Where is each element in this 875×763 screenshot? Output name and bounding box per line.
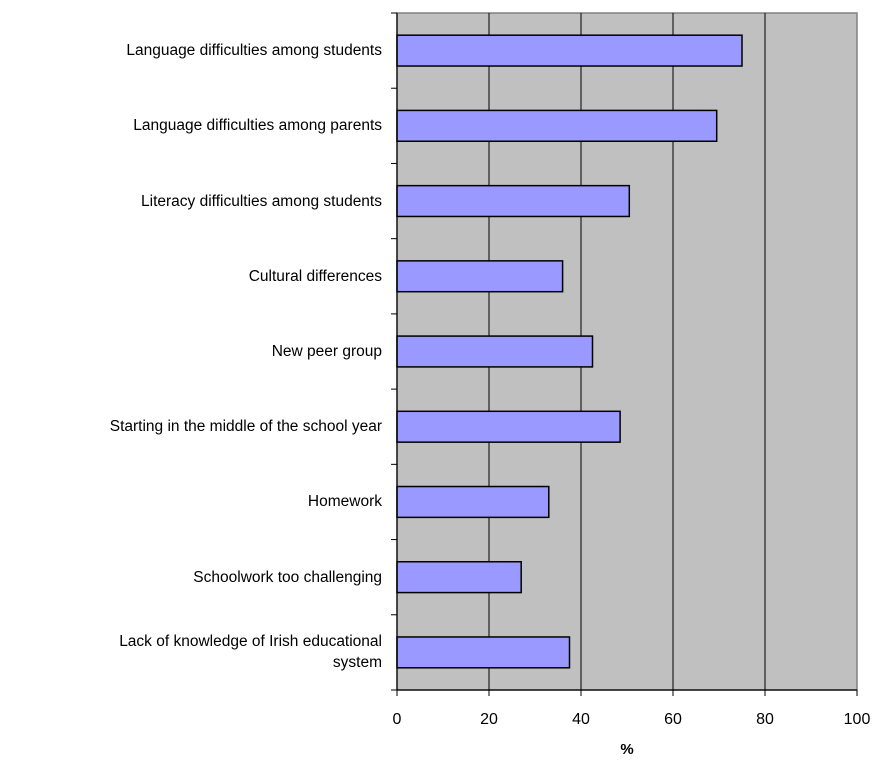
bar-2: [396, 184, 631, 218]
bar-5: [396, 410, 621, 443]
category-label: Language difficulties among students: [126, 42, 382, 60]
category-label: Literacy difficulties among students: [141, 192, 382, 210]
x-tick-label: 100: [844, 711, 871, 728]
x-axis-label: %: [620, 741, 633, 758]
x-tick-labels: 0 20 40 60 80 100: [393, 711, 871, 728]
axes: [391, 12, 858, 696]
category-label: Schoolwork too challenging: [193, 568, 382, 586]
bar-7: [396, 560, 522, 594]
bar-3: [396, 260, 564, 293]
category-label: Starting in the middle of the school yea…: [109, 418, 382, 436]
category-label: Cultural differences: [248, 267, 382, 285]
bar-1: [396, 109, 718, 143]
category-label: New peer group: [271, 343, 382, 360]
bar-4: [396, 335, 594, 368]
category-label: Lack of knowledge of Irish educational s…: [119, 633, 382, 672]
bar-6: [396, 485, 550, 519]
category-label: Language difficulties among parents: [133, 117, 382, 135]
bar-0: [396, 34, 743, 67]
category-label: Homework: [307, 493, 382, 511]
x-tick-label: 40: [572, 711, 590, 728]
bars: [396, 34, 743, 669]
x-tick-label: 20: [480, 711, 498, 728]
bar-8: [396, 636, 571, 669]
x-tick-label: 80: [756, 711, 774, 728]
x-tick-label: 0: [393, 711, 402, 728]
x-tick-label: 60: [664, 711, 682, 728]
